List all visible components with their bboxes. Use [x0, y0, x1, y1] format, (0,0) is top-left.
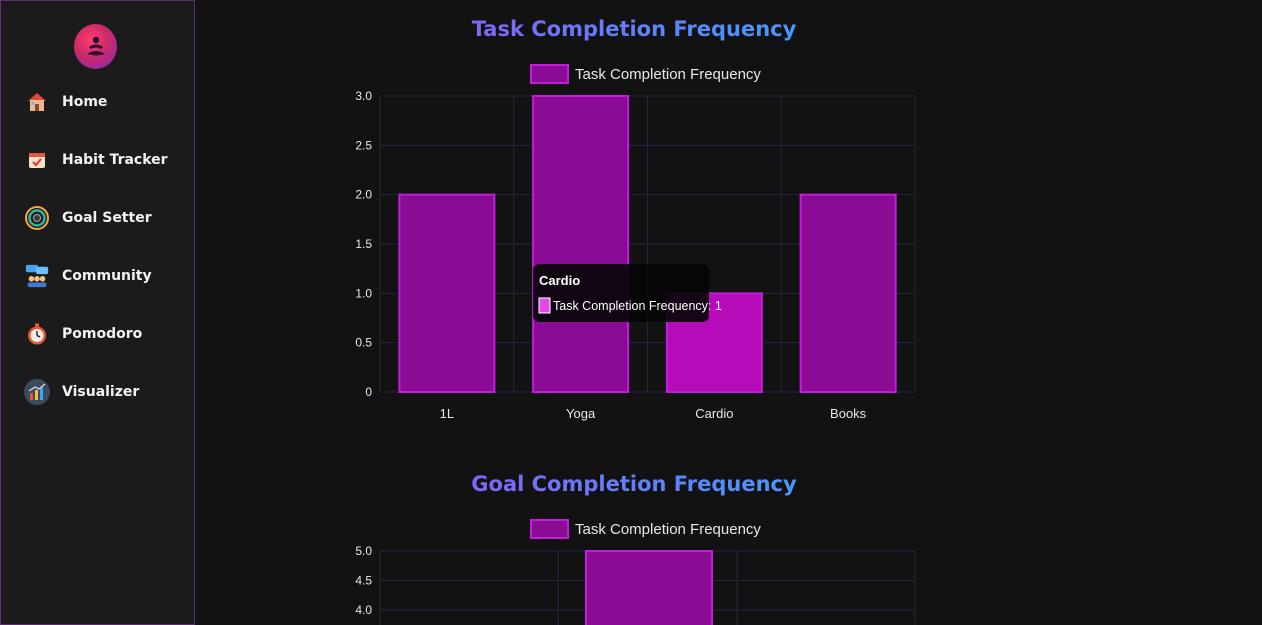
y-tick-label: 0	[365, 385, 372, 399]
bar-books[interactable]	[799, 193, 897, 393]
chart-title-task: Task Completion Frequency	[400, 17, 868, 41]
y-tick-label: 0.5	[355, 336, 372, 350]
chart-legend[interactable]: Task Completion Frequency	[530, 64, 761, 84]
house-icon	[24, 89, 50, 115]
legend-label: Task Completion Frequency	[575, 521, 761, 538]
y-tick-label: 2.0	[355, 188, 372, 202]
x-tick-label: 1L	[440, 406, 454, 421]
legend-label: Task Completion Frequency	[575, 66, 761, 83]
x-tick-label: Books	[830, 406, 867, 421]
legend-swatch	[530, 519, 569, 539]
goal-completion-chart: Task Completion Frequency 4.0 4.5 5.0	[355, 519, 916, 625]
sidebar-item-habit-tracker[interactable]: Habit Tracker	[24, 145, 168, 175]
tooltip-swatch	[538, 297, 551, 314]
stopwatch-icon	[24, 321, 50, 347]
bar-1l[interactable]	[398, 193, 496, 393]
y-tick-label: 5.0	[355, 544, 372, 558]
bar-chart-icon	[24, 379, 50, 405]
sidebar-item-home[interactable]: Home	[24, 87, 107, 117]
y-tick-label: 4.0	[355, 603, 372, 617]
chart-title-goal: Goal Completion Frequency	[400, 472, 868, 496]
target-icon	[24, 205, 50, 231]
y-tick-label: 1.0	[355, 286, 372, 300]
sidebar-item-pomodoro[interactable]: Pomodoro	[24, 319, 142, 349]
meditation-icon	[86, 36, 105, 55]
y-tick-label: 1.5	[355, 237, 372, 251]
x-tick-label: Cardio	[695, 406, 733, 421]
calendar-check-icon	[24, 147, 50, 173]
sidebar-item-label: Community	[62, 268, 152, 284]
x-tick-label: Yoga	[566, 406, 596, 421]
tooltip-box	[533, 264, 709, 322]
sidebar-item-visualizer[interactable]: Visualizer	[24, 377, 139, 407]
sidebar-item-label: Goal Setter	[62, 210, 152, 226]
sidebar-item-label: Visualizer	[62, 384, 140, 400]
sidebar-item-goal-setter[interactable]: Goal Setter	[24, 203, 152, 233]
sidebar-item-label: Habit Tracker	[62, 152, 168, 168]
tooltip-body: Task Completion Frequency: 1	[553, 299, 722, 313]
sidebar-item-community[interactable]: Community	[24, 261, 152, 291]
legend-swatch	[530, 64, 569, 84]
sidebar-item-label: Pomodoro	[62, 326, 143, 342]
app-logo[interactable]	[74, 24, 117, 69]
y-tick-label: 3.0	[355, 89, 372, 103]
chart-tooltip: Cardio Task Completion Frequency: 1	[533, 264, 722, 322]
y-tick-label: 2.5	[355, 138, 372, 152]
sidebar-item-label: Home	[62, 94, 108, 110]
sidebar: Home Habit Tracker Goal Setter	[0, 0, 195, 625]
tooltip-title: Cardio	[539, 273, 580, 288]
bar-goal[interactable]	[585, 550, 713, 625]
people-chat-icon	[24, 263, 50, 289]
chart-legend[interactable]: Task Completion Frequency	[530, 519, 761, 539]
y-tick-label: 4.5	[355, 574, 372, 588]
bar-yoga[interactable]	[532, 95, 630, 393]
task-completion-chart: Task Completion Frequency 0 0.5 1.0 1.5 2.0 2.…	[355, 64, 916, 421]
